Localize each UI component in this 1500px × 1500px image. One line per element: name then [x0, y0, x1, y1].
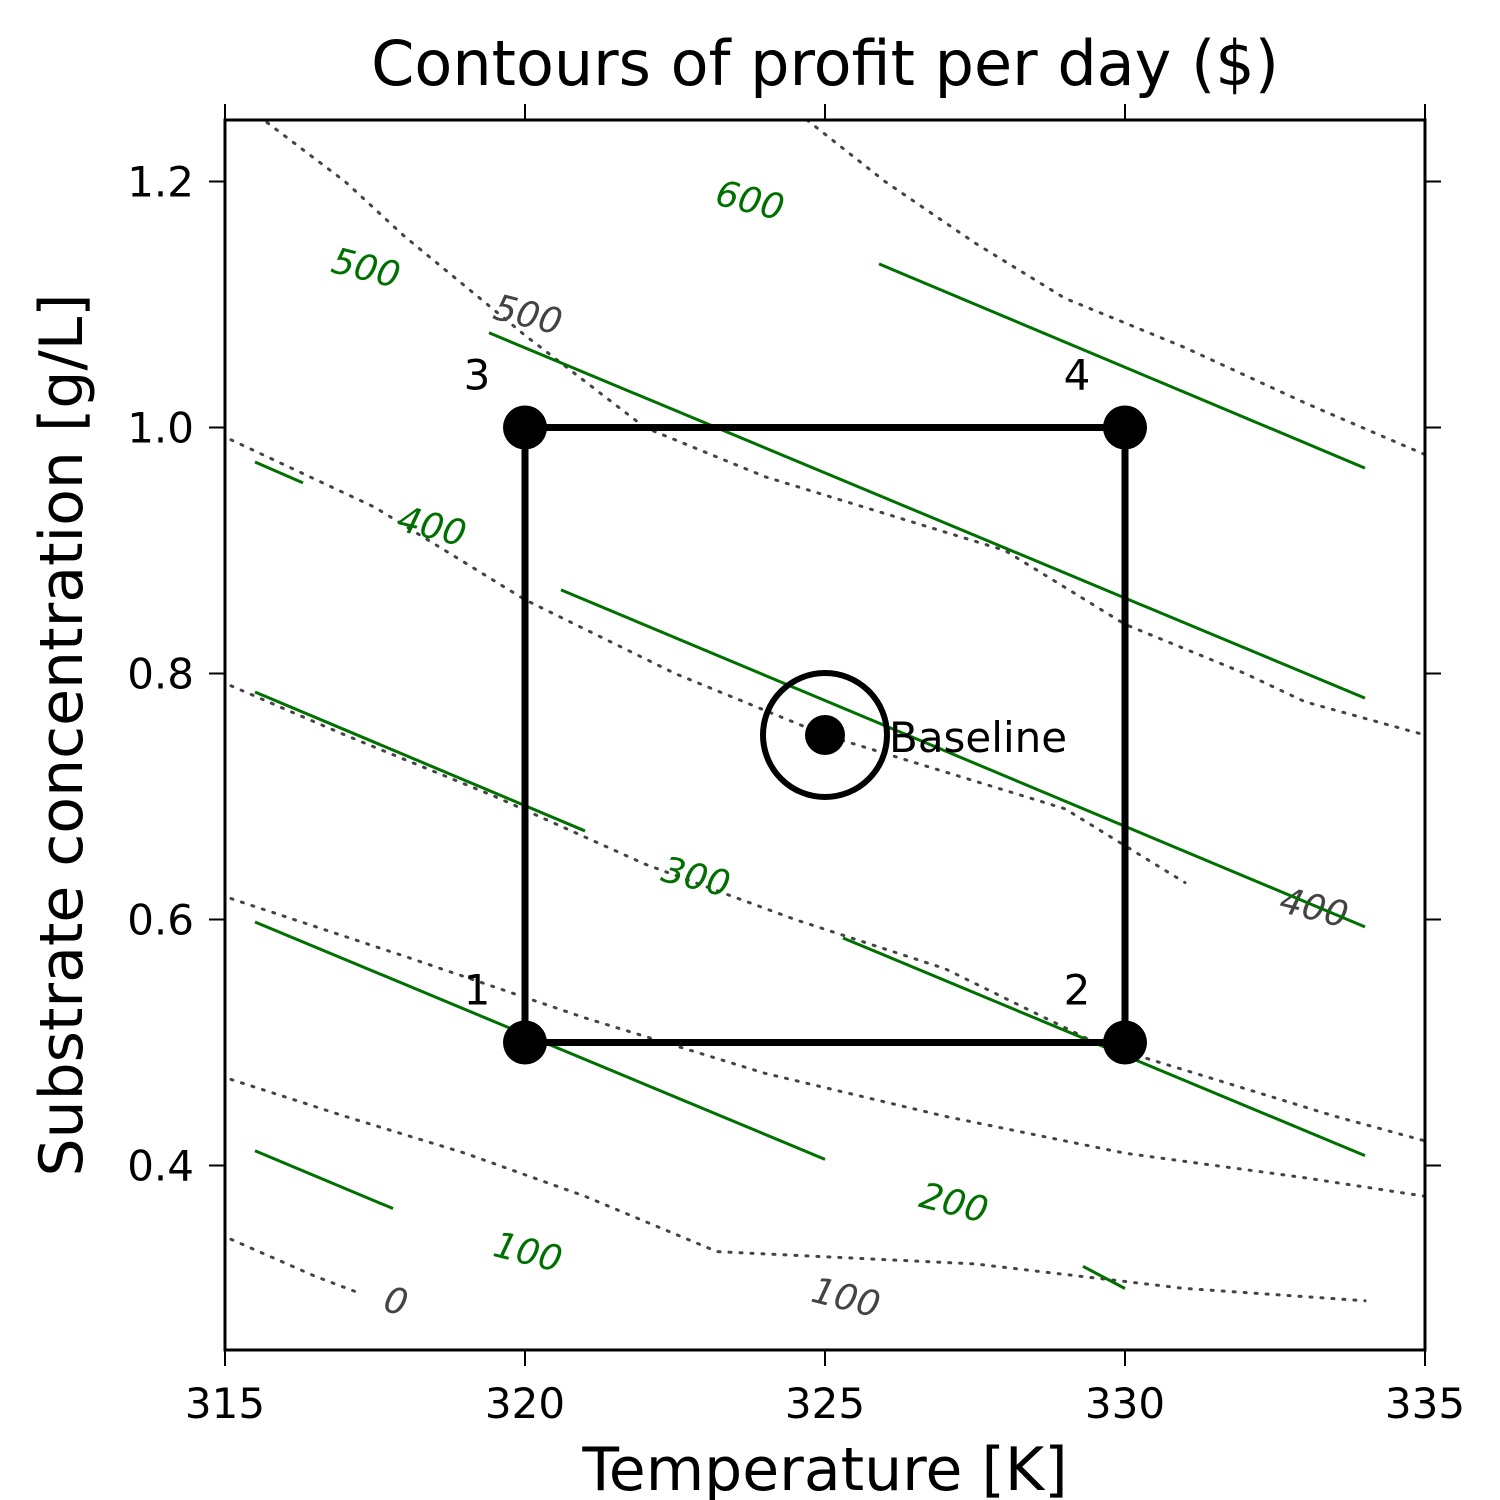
true-contour-200 [229, 897, 1425, 1198]
y-tick-label-1: 1.0 [127, 404, 194, 453]
x-tick-label-320: 320 [485, 1379, 565, 1428]
x-tick-label-330: 330 [1085, 1379, 1165, 1428]
design-point-label-3: 3 [464, 351, 491, 400]
true-contour-label-100: 100 [807, 1270, 884, 1326]
true-contour-label-400: 400 [1275, 880, 1352, 936]
model-contour-600-seg-0 [878, 262, 1366, 470]
y-axis-label: Substrate concentration [g/L] [27, 293, 97, 1176]
y-tick-label-0.4: 0.4 [127, 1142, 194, 1191]
model-contour-300-seg-0 [254, 690, 586, 833]
true-contour-300 [229, 684, 1425, 1143]
model-contour-100-seg-0 [254, 1149, 394, 1210]
baseline-ring [760, 670, 890, 800]
model-contour-label-500: 500 [327, 241, 404, 297]
model-contour-200-seg-1 [1082, 1265, 1126, 1290]
x-tick-label-335: 335 [1385, 1379, 1465, 1428]
model-contour-label-200: 200 [915, 1175, 992, 1231]
design-point-1 [503, 1020, 547, 1065]
y-tick-label-0.8: 0.8 [127, 650, 194, 699]
factorial-design: 1 2 3 4 Baseline [464, 351, 1147, 1065]
design-point-3 [503, 405, 547, 450]
design-point-label-4: 4 [1064, 351, 1091, 400]
true-contour-100 [229, 1077, 1367, 1303]
model-contour-label-300: 300 [657, 849, 734, 905]
x-tick-label-325: 325 [785, 1379, 865, 1428]
design-point-label-1: 1 [464, 966, 491, 1015]
model-contour-400-seg-0 [254, 460, 304, 485]
true-contour-0 [229, 1237, 359, 1294]
baseline-point [805, 715, 845, 755]
model-contour-500-seg-0 [488, 331, 1366, 700]
x-tick-label-315: 315 [185, 1379, 265, 1428]
design-point-2 [1103, 1020, 1147, 1065]
true-contour-400 [229, 438, 1187, 885]
chart-title: Contours of profit per day ($) [371, 27, 1279, 100]
y-tick-label-1.2: 1.2 [127, 158, 194, 207]
x-axis-label: Temperature [K] [581, 1435, 1067, 1500]
true-contour-500 [265, 121, 1425, 737]
true-contour-label-0: 0 [380, 1279, 412, 1324]
model-contour-400-seg-1 [560, 588, 1366, 929]
model-contour-label-600: 600 [711, 173, 788, 229]
model-contour-label-400: 400 [393, 499, 470, 555]
true-contour-600 [805, 120, 1425, 457]
design-point-4 [1103, 405, 1147, 450]
true-contour-label-500: 500 [489, 287, 566, 343]
design-point-label-2: 2 [1064, 966, 1091, 1015]
y-tick-label-0.6: 0.6 [127, 896, 194, 945]
baseline-label: Baseline [889, 713, 1067, 762]
model-contour-label-100: 100 [489, 1225, 566, 1281]
